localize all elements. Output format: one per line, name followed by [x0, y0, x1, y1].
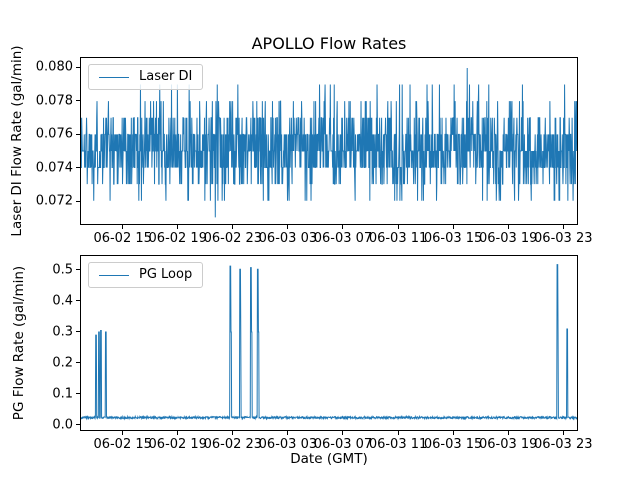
- y-tick-label: 0.4: [52, 293, 73, 309]
- x-tick-label: 06-02 19: [148, 231, 207, 246]
- x-tick-mark: [232, 431, 234, 435]
- x-tick-label: 06-03 23: [534, 231, 593, 246]
- x-tick-label: 06-03 07: [313, 437, 373, 452]
- pg-loop-plot-canvas: [81, 264, 577, 421]
- y-tick-label: 0.2: [52, 355, 73, 371]
- x-tick-label: 06-03 23: [534, 437, 593, 452]
- y-tick-label: 0.3: [52, 324, 73, 340]
- x-tick-label: 06-03 03: [258, 437, 318, 452]
- x-tick-label: 06-02 23: [203, 231, 263, 246]
- x-tick-label: 06-03 03: [258, 231, 318, 246]
- laser-di-plot-canvas: [81, 67, 577, 218]
- y-tick-mark: [76, 100, 80, 102]
- x-tick-mark: [177, 431, 179, 435]
- top-y-axis-label: Laser DI Flow Rate (gal/min): [9, 45, 25, 237]
- pg-loop-legend-label: PG Loop: [139, 267, 193, 282]
- x-tick-label: 06-02 15: [93, 437, 152, 452]
- x-tick-mark: [562, 431, 564, 435]
- y-tick-mark: [76, 393, 80, 395]
- y-tick-mark: [76, 167, 80, 169]
- x-tick-mark: [397, 431, 399, 435]
- pg-loop-series-line: [81, 264, 577, 421]
- y-tick-mark: [76, 133, 80, 135]
- y-tick-label: 0.080: [35, 59, 73, 75]
- y-tick-mark: [76, 300, 80, 302]
- x-tick-label: 06-03 19: [478, 437, 538, 452]
- x-tick-label: 06-03 15: [423, 437, 483, 452]
- x-tick-label: 06-02 19: [148, 437, 207, 452]
- x-axis-label: Date (GMT): [290, 451, 368, 467]
- x-tick-mark: [562, 225, 564, 229]
- x-tick-mark: [452, 225, 454, 229]
- y-tick-mark: [76, 331, 80, 333]
- y-tick-label: 0.0: [52, 417, 73, 433]
- top-legend: Laser DI: [88, 64, 204, 90]
- x-tick-label: 06-02 15: [93, 231, 152, 246]
- y-tick-label: 0.072: [35, 193, 73, 209]
- x-tick-mark: [507, 431, 509, 435]
- y-tick-label: 0.5: [52, 262, 73, 278]
- x-tick-mark: [287, 431, 289, 435]
- laser-di-legend-line-sample: [99, 76, 129, 78]
- x-tick-mark: [287, 225, 289, 229]
- x-tick-label: 06-02 23: [203, 437, 263, 452]
- x-tick-label: 06-03 19: [478, 231, 538, 246]
- y-tick-label: 0.078: [35, 93, 73, 109]
- figure-title: APOLLO Flow Rates: [251, 34, 407, 53]
- x-tick-mark: [507, 225, 509, 229]
- x-tick-mark: [342, 431, 344, 435]
- x-tick-mark: [122, 225, 124, 229]
- x-tick-label: 06-03 15: [423, 231, 483, 246]
- y-tick-mark: [76, 66, 80, 68]
- y-tick-label: 0.1: [52, 386, 73, 402]
- x-tick-mark: [342, 225, 344, 229]
- x-tick-mark: [452, 431, 454, 435]
- y-tick-mark: [76, 362, 80, 364]
- laser-di-series-line: [81, 67, 577, 218]
- x-tick-mark: [177, 225, 179, 229]
- pg-loop-legend-line-sample: [99, 274, 129, 276]
- x-tick-label: 06-03 11: [368, 231, 428, 246]
- x-tick-mark: [232, 225, 234, 229]
- y-tick-mark: [76, 200, 80, 202]
- y-tick-mark: [76, 424, 80, 426]
- bottom-y-axis-label: PG Flow Rate (gal/min): [11, 265, 27, 421]
- x-tick-mark: [397, 225, 399, 229]
- laser-di-legend-label: Laser DI: [139, 69, 193, 84]
- x-tick-mark: [122, 431, 124, 435]
- y-tick-mark: [76, 269, 80, 271]
- top-plot-area: Laser DI: [80, 57, 578, 225]
- bottom-plot-area: PG Loop: [80, 255, 578, 431]
- x-tick-label: 06-03 07: [313, 231, 373, 246]
- y-tick-label: 0.074: [35, 160, 73, 176]
- y-tick-label: 0.076: [35, 126, 73, 142]
- x-tick-label: 06-03 11: [368, 437, 428, 452]
- bottom-legend: PG Loop: [88, 262, 204, 288]
